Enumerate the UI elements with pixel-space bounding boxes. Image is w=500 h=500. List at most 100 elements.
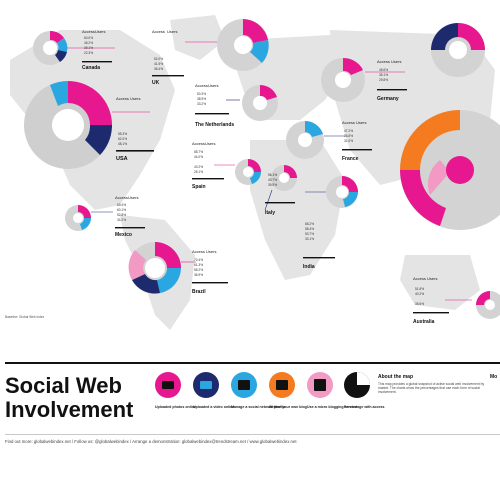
social-profile-glyph [238,380,250,390]
spain-users-header: Users [205,141,215,146]
legend-item-photos: Uploaded photos online [155,372,196,409]
about-section: About the map This map provides a global… [378,374,497,394]
canada-row-4: 22.3% [84,51,93,55]
usa-row-3: 48.1% [118,142,127,146]
spain-donut-blue [250,172,261,184]
mexico-row-4: 34.2% [117,218,126,222]
germany-row-2: 35.1% [379,73,388,77]
india-donut-hole [336,186,348,198]
brazil-users-header: Users [206,249,216,254]
spain-donut-magenta [248,159,261,172]
country-large-right [400,110,500,230]
india-donut-magenta [342,176,358,192]
uk-donut-hole [234,36,252,54]
brazil-row-1: 70.4% [194,258,203,262]
brazil-divider [192,282,228,284]
mexico-donut-blue [80,218,91,230]
australia-label: Australia [413,319,435,325]
large-donut-orange [400,110,460,170]
spain-divider [192,178,224,180]
legend-label-blog: Written your own blog [269,405,307,409]
legend-item-blog: Written your own blog [269,372,307,409]
country-india: 68.2% 58.4% 53.7% 33.1% India [303,176,358,270]
india-row-2: 58.4% [305,227,314,231]
top-right-donut-hole [449,41,467,59]
canada-row-2: 45.2% [84,41,93,45]
footer-links[interactable]: Find out more: globalwebindex.net / Foll… [5,439,297,444]
usa-divider [116,150,154,152]
country-canada: Access Users 60.0% 45.2% 39.1% 22.3% Can… [33,29,115,71]
uk-users-header: Users [167,29,177,34]
uk-donut-blue [250,40,269,63]
spain-row-3: 40.2% [194,165,203,169]
netherlands-donut-hole [253,96,267,110]
canada-row-3: 39.1% [84,46,93,50]
france-donut-hole [298,133,312,147]
canada-divider [82,61,112,63]
canada-row-1: 60.0% [84,36,93,40]
germany-label: Germany [377,96,399,102]
italy-row-2: 43.7% [268,178,277,182]
uk-label: UK [152,80,160,86]
country-germany: Access Users 45.6% 35.1% 29.8% Germany [321,57,407,102]
canada-users-header: Users [95,29,105,34]
canada-donut-navy [55,50,67,62]
usa-donut-blue [50,81,68,106]
country-mexico: Access Users 63.4% 60.1% 52.8% 34.2% Mex… [65,195,145,238]
photo-upload-glyph [162,381,174,389]
india-row-4: 33.1% [305,237,314,241]
footer-rule [5,434,500,435]
italy-divider [265,202,295,204]
usa-access-header: Access [116,96,129,101]
usa-users-header: Users [130,96,140,101]
italy-row-1: 56.1% [268,173,277,177]
percentage-slice [357,372,370,385]
india-divider [303,257,335,259]
brazil-row-3: 55.2% [194,268,203,272]
france-users-header: Users [356,120,366,125]
greenland-shape [170,15,225,60]
brazil-donut-pink [128,250,146,280]
mexico-divider [115,227,145,229]
uk-row-3: 36.4% [154,67,163,71]
usa-donut-navy [85,125,112,155]
legend-label-video: Uploaded a video online [193,405,234,409]
microblog-glyph [314,379,326,391]
australia-shape [400,255,480,310]
germany-donut-magenta [343,57,363,75]
usa-donut-hole [52,109,84,141]
country-uk: Access Users 52.0% 41.5% 36.4% UK [152,19,269,86]
country-usa: Access Users 55.3% 62.0% 48.1% USA [24,81,154,169]
australia-access-header: Access [413,276,426,281]
top-right-donut-magenta [458,23,485,50]
spain-access-header: Access [192,141,205,146]
france-access-header: Access [342,120,355,125]
side-heading: Mo [490,374,497,380]
blog-glyph [276,380,288,390]
france-row-1: 47.2% [344,129,353,133]
australia-divider [413,312,449,314]
italy-donut-hole [279,173,289,183]
germany-row-3: 29.8% [379,78,388,82]
uk-row-1: 52.0% [154,57,163,61]
australia-donut-hole [485,300,495,310]
canada-label: Canada [82,65,100,71]
australia-row-2: 40.2% [415,292,424,296]
spain-label: Spain [192,184,206,190]
germany-users-header: Users [391,59,401,64]
legend-label-social: Manage a social network profile [231,405,285,409]
germany-donut-hole [335,72,351,88]
large-donut-magenta [400,170,446,226]
italy-connector [264,189,273,211]
italy-donut-magenta [284,165,297,178]
mexico-donut-magenta [78,205,91,218]
india-row-1: 68.2% [305,222,314,226]
country-netherlands: Access Users 50.3% 38.9% 33.2% The Nethe… [195,83,278,128]
brazil-donut-navy [132,274,160,294]
spain-donut-hole [243,167,253,177]
country-france: Access Users 47.2% 36.8% 31.0% France [286,120,372,162]
netherlands-label: The Netherlands [195,122,234,128]
mexico-donut-hole [73,213,83,223]
